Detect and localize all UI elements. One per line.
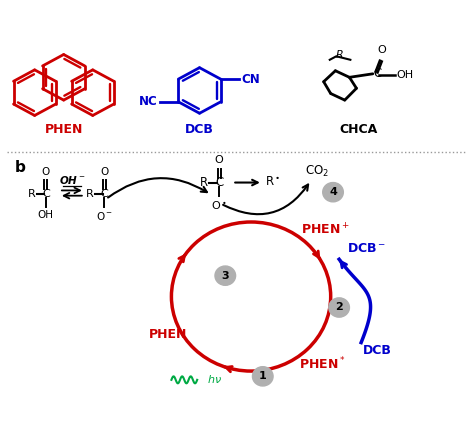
Text: CN: CN <box>241 72 260 86</box>
Text: O: O <box>100 167 109 177</box>
Text: O$^\bullet$: O$^\bullet$ <box>211 200 227 213</box>
Text: h$\nu$: h$\nu$ <box>208 373 222 385</box>
Text: C: C <box>100 189 108 198</box>
Text: OH$^-$: OH$^-$ <box>59 174 85 186</box>
Text: OH: OH <box>396 70 413 80</box>
Text: O$^-$: O$^-$ <box>96 210 113 222</box>
Text: NC: NC <box>139 95 158 108</box>
Text: C: C <box>374 67 382 80</box>
Text: PHEN$^*$: PHEN$^*$ <box>300 355 346 372</box>
Text: DCB: DCB <box>363 344 392 357</box>
Text: DCB: DCB <box>185 123 214 136</box>
Circle shape <box>215 266 236 285</box>
Text: 3: 3 <box>221 271 229 281</box>
Text: R: R <box>86 189 94 198</box>
Text: CHCA: CHCA <box>340 123 378 136</box>
Text: R: R <box>200 176 208 189</box>
Text: OH: OH <box>38 210 54 220</box>
Text: CO$_2$: CO$_2$ <box>305 164 328 179</box>
Text: PHEN: PHEN <box>45 123 83 136</box>
Text: PHEN: PHEN <box>149 329 187 341</box>
Text: R$^\bullet$: R$^\bullet$ <box>265 176 281 189</box>
Text: 1: 1 <box>259 371 267 381</box>
Text: DCB$^-$: DCB$^-$ <box>346 242 386 255</box>
Text: O: O <box>42 167 50 177</box>
Text: b: b <box>15 160 26 175</box>
Text: PHEN$^+$: PHEN$^+$ <box>301 222 349 237</box>
Text: C: C <box>215 176 223 189</box>
Text: O: O <box>215 155 224 165</box>
Text: 2: 2 <box>335 302 343 313</box>
Text: C: C <box>42 189 50 198</box>
Circle shape <box>323 182 343 202</box>
Text: O: O <box>378 45 387 55</box>
Text: 4: 4 <box>329 187 337 197</box>
Circle shape <box>253 367 273 386</box>
Text: R: R <box>28 189 36 198</box>
Text: R: R <box>336 50 344 59</box>
Circle shape <box>329 298 349 317</box>
